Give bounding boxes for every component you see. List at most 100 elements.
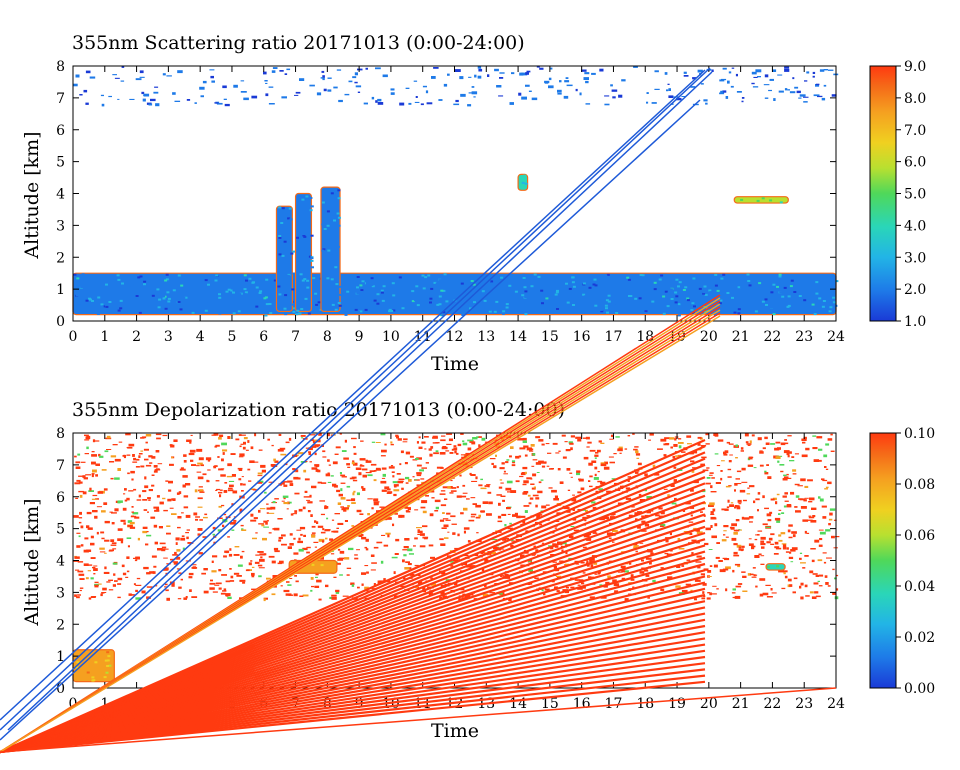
noise-speck: [452, 532, 456, 535]
feature-texture: [337, 302, 341, 304]
feature-texture: [495, 291, 499, 294]
noise-speck: [95, 474, 98, 477]
noise-speck: [311, 485, 317, 489]
colorbar-tick-label: 0.08: [904, 477, 935, 493]
noise-speck: [573, 529, 580, 532]
noise-speck: [112, 444, 118, 446]
noise-speck: [646, 510, 651, 514]
noise-speck: [460, 454, 467, 456]
noise-speck: [381, 489, 387, 492]
noise-speck: [581, 582, 585, 585]
noise-speck: [339, 472, 342, 475]
y-axis-label: Altitude [km]: [21, 498, 43, 626]
noise-speck: [770, 588, 773, 591]
noise-speck: [563, 95, 569, 99]
noise-speck: [419, 469, 424, 472]
feature-texture: [290, 252, 294, 255]
noise-speck: [600, 481, 606, 485]
noise-speck: [681, 96, 686, 97]
noise-speck: [416, 441, 419, 444]
noise-speck: [817, 580, 820, 582]
noise-speck: [223, 490, 228, 493]
noise-speck: [90, 542, 95, 546]
noise-speck: [802, 519, 809, 522]
noise-speck: [354, 554, 358, 556]
noise-speck: [145, 464, 152, 467]
feature-texture: [177, 274, 181, 277]
noise-speck: [428, 448, 432, 451]
noise-speck: [380, 433, 386, 436]
noise-speck: [239, 508, 243, 512]
noise-speck: [414, 101, 420, 103]
noise-speck: [577, 438, 582, 442]
noise-speck: [505, 537, 509, 540]
noise-speck: [791, 547, 798, 551]
noise-speck: [755, 69, 762, 73]
noise-speck: [283, 484, 288, 487]
feature-texture: [686, 297, 690, 300]
noise-speck: [118, 441, 123, 443]
noise-speck: [109, 511, 113, 513]
feature-texture: [268, 303, 272, 305]
noise-speck: [252, 489, 257, 491]
feature-region: [294, 192, 313, 313]
noise-speck: [316, 92, 322, 96]
noise-speck: [781, 543, 787, 545]
feature-texture: [709, 291, 713, 294]
noise-speck: [190, 459, 194, 462]
noise-speck: [728, 71, 732, 74]
noise-speck: [316, 579, 322, 583]
noise-speck: [371, 441, 376, 443]
feature-texture: [817, 274, 821, 277]
feature-texture: [442, 311, 446, 314]
noise-speck: [812, 75, 815, 78]
noise-speck: [819, 69, 825, 72]
noise-speck: [330, 434, 333, 436]
noise-speck: [146, 586, 153, 588]
noise-speck: [634, 512, 640, 516]
noise-speck: [258, 575, 262, 578]
noise-speck: [79, 511, 82, 515]
noise-speck: [362, 487, 366, 491]
noise-speck: [127, 472, 130, 475]
feature-texture: [522, 273, 526, 276]
noise-speck: [757, 530, 763, 532]
feature-texture: [85, 299, 89, 302]
noise-speck: [140, 465, 145, 468]
noise-speck: [375, 442, 381, 443]
feature-texture: [107, 666, 111, 669]
noise-speck: [75, 569, 80, 571]
feature-texture: [786, 305, 790, 308]
y-tick-label: 0: [56, 314, 65, 330]
noise-speck: [597, 471, 600, 473]
noise-speck: [84, 439, 90, 441]
noise-speck: [306, 546, 311, 549]
noise-speck: [274, 460, 279, 463]
noise-speck: [290, 513, 294, 516]
noise-speck: [735, 505, 740, 507]
noise-speck: [696, 531, 703, 534]
noise-speck: [231, 529, 235, 531]
feature-texture: [298, 312, 302, 315]
noise-speck: [133, 488, 137, 491]
feature-texture: [278, 253, 282, 256]
noise-speck: [466, 498, 470, 500]
feature-texture: [523, 286, 527, 289]
noise-speck: [240, 555, 243, 559]
noise-speck: [142, 530, 148, 534]
noise-speck: [728, 485, 732, 487]
feature-texture: [607, 294, 611, 297]
noise-speck: [768, 89, 772, 92]
feature-texture: [317, 301, 321, 304]
noise-speck: [815, 574, 819, 577]
noise-speck: [705, 433, 709, 436]
noise-speck: [555, 575, 562, 577]
noise-speck: [335, 446, 341, 449]
feature-texture: [321, 223, 325, 226]
feature-texture: [75, 666, 79, 669]
noise-speck: [311, 532, 316, 534]
noise-speck: [731, 592, 736, 594]
noise-speck: [376, 467, 381, 470]
feature-texture: [164, 307, 168, 310]
